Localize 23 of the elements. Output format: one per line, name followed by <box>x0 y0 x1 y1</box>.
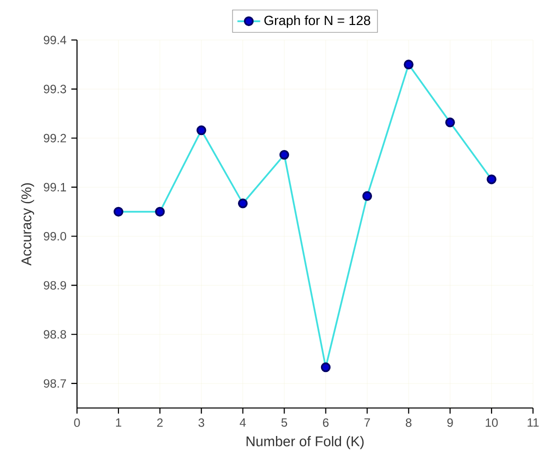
x-tick-label: 8 <box>406 418 412 427</box>
x-tick-label: 9 <box>447 418 453 427</box>
y-tick-label: 98.9 <box>44 281 66 290</box>
x-tick-label: 4 <box>240 418 246 427</box>
x-tick-label: 6 <box>323 418 329 427</box>
y-tick-label: 98.8 <box>44 330 66 339</box>
x-tick-label: 1 <box>116 418 122 427</box>
y-axis-title: Accuracy (%) <box>21 183 34 266</box>
y-tick-label: 99.3 <box>44 84 66 94</box>
x-tick-label: 11 <box>528 418 539 427</box>
x-tick-label: 7 <box>364 418 370 427</box>
x-tick-label: 0 <box>74 418 80 427</box>
legend-label: Graph for N = 128 <box>264 15 370 28</box>
y-tick-label: 99.4 <box>44 36 66 44</box>
x-tick-label: 2 <box>157 418 163 427</box>
y-tick-label: 99.0 <box>44 232 66 241</box>
y-tick-label: 99.2 <box>44 134 66 142</box>
x-tick-label: 3 <box>198 418 204 427</box>
x-axis-title: Number of Fold (K) <box>246 436 364 450</box>
y-tick-label: 99.1 <box>44 182 66 192</box>
x-tick-label: 10 <box>486 418 498 427</box>
y-tick-label: 98.7 <box>44 379 66 388</box>
x-tick-label: 5 <box>281 418 288 427</box>
